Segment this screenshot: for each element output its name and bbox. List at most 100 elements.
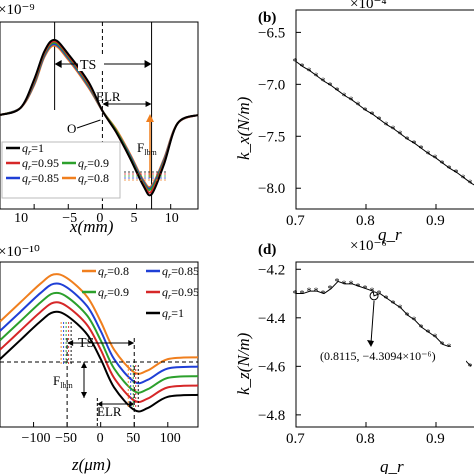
panel-d-data-point: * (307, 287, 312, 298)
panel-b-data-point: * (426, 149, 431, 160)
panel-b-series-line (295, 61, 474, 186)
panel-b-data-point: * (384, 120, 389, 131)
panel-a-elr-label: ELR (96, 89, 121, 104)
panel-b-data-point: * (398, 130, 403, 141)
panel-b-ytick-label: −7.5 (258, 129, 285, 145)
panel-b-data-point: * (328, 81, 333, 92)
panel-d-ytick-label: −4.4 (258, 311, 286, 327)
panel-b-data-point: * (440, 159, 445, 170)
panel-a-ts-arrowhead-left (54, 60, 62, 68)
panel-a-xtick-label: −5 (62, 211, 77, 226)
panel-d-data-point: * (426, 328, 431, 339)
panel-c-series-qr085 (0, 282, 199, 385)
panel-b-data-point: * (419, 144, 424, 155)
panel-b-data-point: * (447, 164, 452, 175)
panel-c-legend-label: qr=0.9 (98, 285, 129, 301)
panel-c-elr-arrowhead-right (129, 401, 135, 407)
panel-d-ytick-label: −4.8 (258, 408, 285, 424)
panel-d-data-point: * (440, 340, 445, 351)
panel-b-data-point: * (307, 66, 312, 77)
panel-b-data-point: * (454, 168, 459, 179)
panel-d-series-line (296, 280, 472, 367)
panel-d-callout-arrowhead (367, 340, 374, 347)
panel-a-legend-label: qr=0.95 (22, 156, 59, 172)
panel-c-legend-label: qr=0.8 (98, 264, 129, 280)
panel-b-data-point: * (321, 77, 326, 88)
panel-a-legend-label: qr=0.85 (22, 171, 59, 187)
panel-c-legend-label: qr=0.95 (162, 285, 199, 301)
panel-d-data-point: * (321, 289, 326, 300)
panel-c-xtick-label: −100 (22, 431, 51, 446)
panel-a-exponent: ×10⁻⁹ (0, 2, 35, 18)
panel-b-ytick-label: −6.5 (258, 25, 285, 41)
panel-d-highlight-point (369, 291, 379, 301)
panel-b-data-point: * (391, 125, 396, 136)
panel-a-xlabel: x(mm) (69, 217, 114, 236)
panel-d-data-point: * (384, 294, 389, 305)
panel-d-callout-label: (0.8115, −4.3094×10⁻⁶) (320, 349, 436, 363)
panel-d-data-point: * (314, 287, 319, 298)
panel-d-ylabel: k_z(N/m) (234, 332, 253, 395)
panel-c-force-arrowhead-bottom (81, 392, 87, 398)
panel-d-data-point: * (405, 311, 410, 322)
panel-d-callout-line (370, 300, 375, 344)
panel-d-xtick-label: 0.7 (286, 431, 305, 447)
panel-c-series-qr08 (0, 273, 199, 375)
panel-d-data-point: * (377, 289, 382, 300)
panel-d-data-point: * (398, 304, 403, 315)
panel-b-data-point: * (349, 95, 354, 106)
panel-d-xtick-label: 0.9 (426, 431, 445, 447)
panel-b-data-point: * (335, 86, 340, 97)
panel-d-data-point: * (363, 284, 368, 295)
panel-c-series-qr1 (0, 310, 199, 413)
panel-d-data-point: * (328, 284, 333, 295)
panel-b-exponent: ×10⁻⁴ (350, 0, 387, 12)
panel-c-xtick-label: 50 (126, 431, 140, 446)
panel-a-origin-pointer (76, 119, 101, 129)
panel-d-tag: (d) (258, 242, 276, 258)
panel-c-legend-label: qr=0.85 (162, 264, 199, 280)
panel-a-xtick-label: 10 (14, 211, 28, 226)
panel-d-data-point: * (335, 277, 340, 288)
panel-d: **************************(0.8115, −4.30… (258, 262, 473, 447)
panel-a-elr-arrowhead-left (102, 101, 109, 107)
panel-b-ytick-label: −7.0 (258, 77, 285, 93)
panel-a-xtick-label: 10 (165, 211, 179, 226)
panel-d-data-point: * (433, 333, 438, 344)
panel-a-elr-arrowhead-right (145, 101, 152, 107)
panel-b-xtick-label: 0.8 (356, 213, 375, 229)
panel-d-data-point: * (419, 323, 424, 334)
panel-c-xtick-label: 100 (160, 431, 181, 446)
panel-b-data-point: * (363, 106, 368, 117)
panel-c-elr-arrowhead-left (97, 401, 103, 407)
panel-b-data-point: * (433, 154, 438, 165)
panel-c-xtick-label: 0 (97, 431, 104, 446)
panel-c-series-qr09 (0, 291, 199, 394)
panel-d-data-point: * (300, 289, 305, 300)
panel-b: ***************************0.70.80.9−6.5… (258, 25, 474, 229)
panel-b-data-point: * (293, 57, 298, 68)
panel-b-data-point: * (377, 115, 382, 126)
panel-c-frame (0, 261, 199, 428)
panel-c: TS ELR Flbm qr=0.8 qr=0.85 qr=0.9 qr=0.95 qr=1 −… (0, 264, 199, 446)
panel-a-xtick-label: 0 (96, 211, 103, 226)
panel-b-data-point: * (412, 139, 417, 150)
panel-c-xlabel: z(μm) (71, 455, 111, 474)
panel-c-series-qr095 (0, 301, 199, 404)
panel-a-xtick-label: 5 (131, 211, 138, 226)
panel-b-data-point: * (314, 72, 319, 83)
panel-d-data-point: * (391, 299, 396, 310)
panel-c-exponent: ×10⁻¹⁰ (0, 244, 40, 260)
panel-d-xlabel: q_r (380, 457, 404, 474)
panel-a-ts-arrowhead-right (144, 60, 152, 68)
panel-d-data-point: * (468, 362, 473, 373)
panel-b-ylabel: k_x(N/m) (234, 96, 253, 160)
panel-c-elr-label: ELR (97, 404, 122, 419)
panel-a-origin-label: O (67, 121, 76, 136)
panel-a-legend-label: qr=0.8 (78, 171, 109, 187)
panel-b-data-point: * (370, 110, 375, 121)
panel-b-xtick-label: 0.7 (286, 213, 305, 229)
panel-a-legend-box (1, 141, 121, 199)
panel-a-series-qr1 (0, 38, 199, 197)
